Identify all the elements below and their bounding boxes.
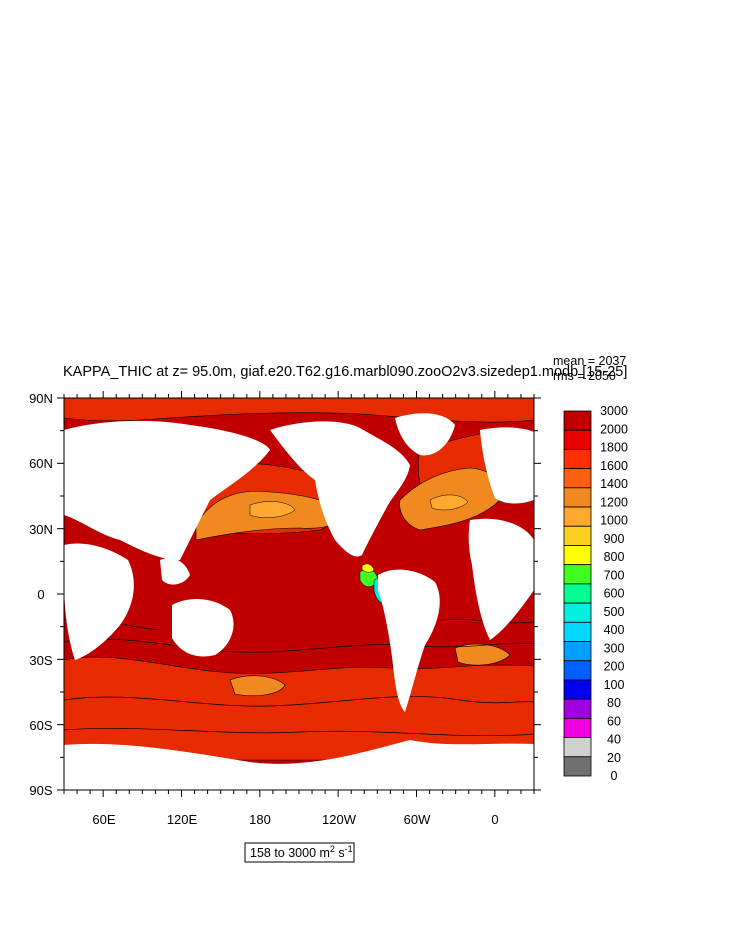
lat-tick-label: 30S (29, 653, 52, 668)
colorbar-swatch (563, 583, 592, 604)
colorbar-swatch (563, 525, 592, 546)
lat-tick-label: 60N (29, 456, 53, 471)
colorbar-label: 300 (604, 641, 625, 655)
landmass-antarctica (64, 740, 534, 790)
colorbar-swatch (563, 756, 592, 777)
lon-tick-label: 180 (249, 812, 271, 827)
colorbar-label: 1600 (600, 459, 628, 473)
landmass-eurasia (64, 420, 534, 560)
colorbar-label: 400 (604, 623, 625, 637)
landmass-australia (172, 598, 234, 657)
landmass-north-america (270, 421, 410, 557)
colorbar-swatch (563, 698, 592, 719)
range-label-sup1: 2 (330, 844, 335, 854)
colorbar-label: 0 (611, 769, 618, 783)
lon-tick-label: 0 (491, 812, 498, 827)
lon-tick-label: 120W (322, 812, 357, 827)
colorbar-label: 1400 (600, 477, 628, 491)
map-panel (57, 391, 541, 797)
colorbar-label: 200 (604, 660, 625, 674)
colorbar-label: 600 (604, 587, 625, 601)
colorbar-swatch (563, 737, 592, 758)
colorbar-label: 500 (604, 605, 625, 619)
axis-ticks (57, 391, 541, 797)
southern-ocean-band (64, 656, 534, 761)
landmass-africa (64, 518, 534, 660)
colorbar-swatch (563, 506, 592, 527)
colorbar-label: 1000 (600, 514, 628, 528)
colorbar-swatch (563, 449, 592, 470)
mean-stat: mean = 2037 (553, 354, 626, 368)
lat-tick-label: 90N (29, 391, 53, 406)
longitude-axis: 60E 120E 180 120W 60W 0 (92, 812, 498, 827)
lat-tick-label: 30N (29, 522, 53, 537)
colorbar-swatch (563, 487, 592, 508)
range-label-sup2: -1 (345, 844, 353, 854)
colorbar-swatch (563, 641, 592, 662)
colorbar-swatch (563, 429, 592, 450)
colorbar-swatch (563, 410, 592, 431)
latitude-axis: 90N 60N 30N 0 30S 60S 90S (29, 391, 53, 798)
south-pacific-orange (229, 675, 286, 696)
plot-title: KAPPA_THIC at z= 95.0m, giaf.e20.T62.g16… (63, 364, 627, 380)
range-label: 158 to 3000 m2 s-1 (244, 842, 355, 863)
colorbar-swatch (563, 717, 592, 738)
atlantic-amber-patch (429, 494, 469, 511)
colorbar-label: 20 (607, 751, 621, 765)
colorbar-swatch (563, 679, 592, 700)
range-label-text: 158 to 3000 m2 s-1 (250, 844, 353, 860)
south-atlantic-orange (454, 643, 511, 666)
colorbar-label: 3000 (600, 404, 628, 418)
colorbar-label: 100 (604, 678, 625, 692)
colorbar-swatch (563, 564, 592, 585)
colorbar-swatch (563, 545, 592, 566)
colorbar-label: 1800 (600, 441, 628, 455)
colorbar-label: 60 (607, 714, 621, 728)
colorbar-label: 700 (604, 568, 625, 582)
colorbar-label: 80 (607, 696, 621, 710)
landmass-south-america (378, 569, 440, 712)
range-label-mid: s (335, 846, 345, 860)
range-label-box (244, 842, 355, 863)
land (64, 413, 534, 790)
colorbar-swatch (563, 621, 592, 642)
colorbar-swatch (563, 602, 592, 623)
colorbar-label: 800 (604, 550, 625, 564)
colorbar-label: 40 (607, 733, 621, 747)
lon-tick-label: 120E (167, 812, 198, 827)
lat-tick-label: 90S (29, 783, 52, 798)
colorbar-swatch (563, 468, 592, 489)
pacific-amber-patch (249, 501, 296, 518)
rms-stat: rms = 2050 (553, 369, 616, 383)
range-label-main: 158 to 3000 m (250, 846, 330, 860)
colorbar-label: 1200 (600, 495, 628, 509)
lat-tick-label: 0 (37, 587, 44, 602)
landmass-greenland (395, 413, 455, 456)
peru-yellow-patch (361, 563, 375, 573)
lon-tick-label: 60W (404, 812, 431, 827)
colorbar-label: 2000 (600, 422, 628, 436)
colorbar-label: 900 (604, 532, 625, 546)
lat-tick-label: 60S (29, 718, 52, 733)
landmass-southeast-asia (160, 558, 190, 585)
colorbar-swatch (563, 660, 592, 681)
colorbar: 3000200018001600140012001000900800700600… (563, 404, 628, 783)
lon-tick-label: 60E (92, 812, 115, 827)
